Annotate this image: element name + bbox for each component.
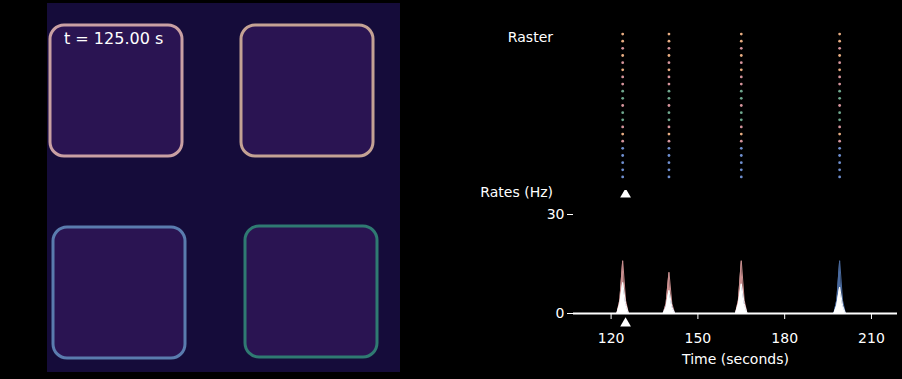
svg-text:30: 30: [547, 206, 565, 222]
svg-text:210: 210: [858, 330, 885, 346]
svg-text:Time (seconds): Time (seconds): [681, 351, 789, 367]
svg-text:t = 125.00 s: t = 125.00 s: [64, 29, 163, 48]
html-text:Raster: Raster: [507, 29, 553, 45]
svg-text:150: 150: [685, 330, 712, 346]
svg-text:120: 120: [598, 330, 625, 346]
svg-text:180: 180: [771, 330, 798, 346]
svg-text:0: 0: [556, 305, 565, 321]
html-text:Rates (Hz): Rates (Hz): [480, 184, 553, 200]
